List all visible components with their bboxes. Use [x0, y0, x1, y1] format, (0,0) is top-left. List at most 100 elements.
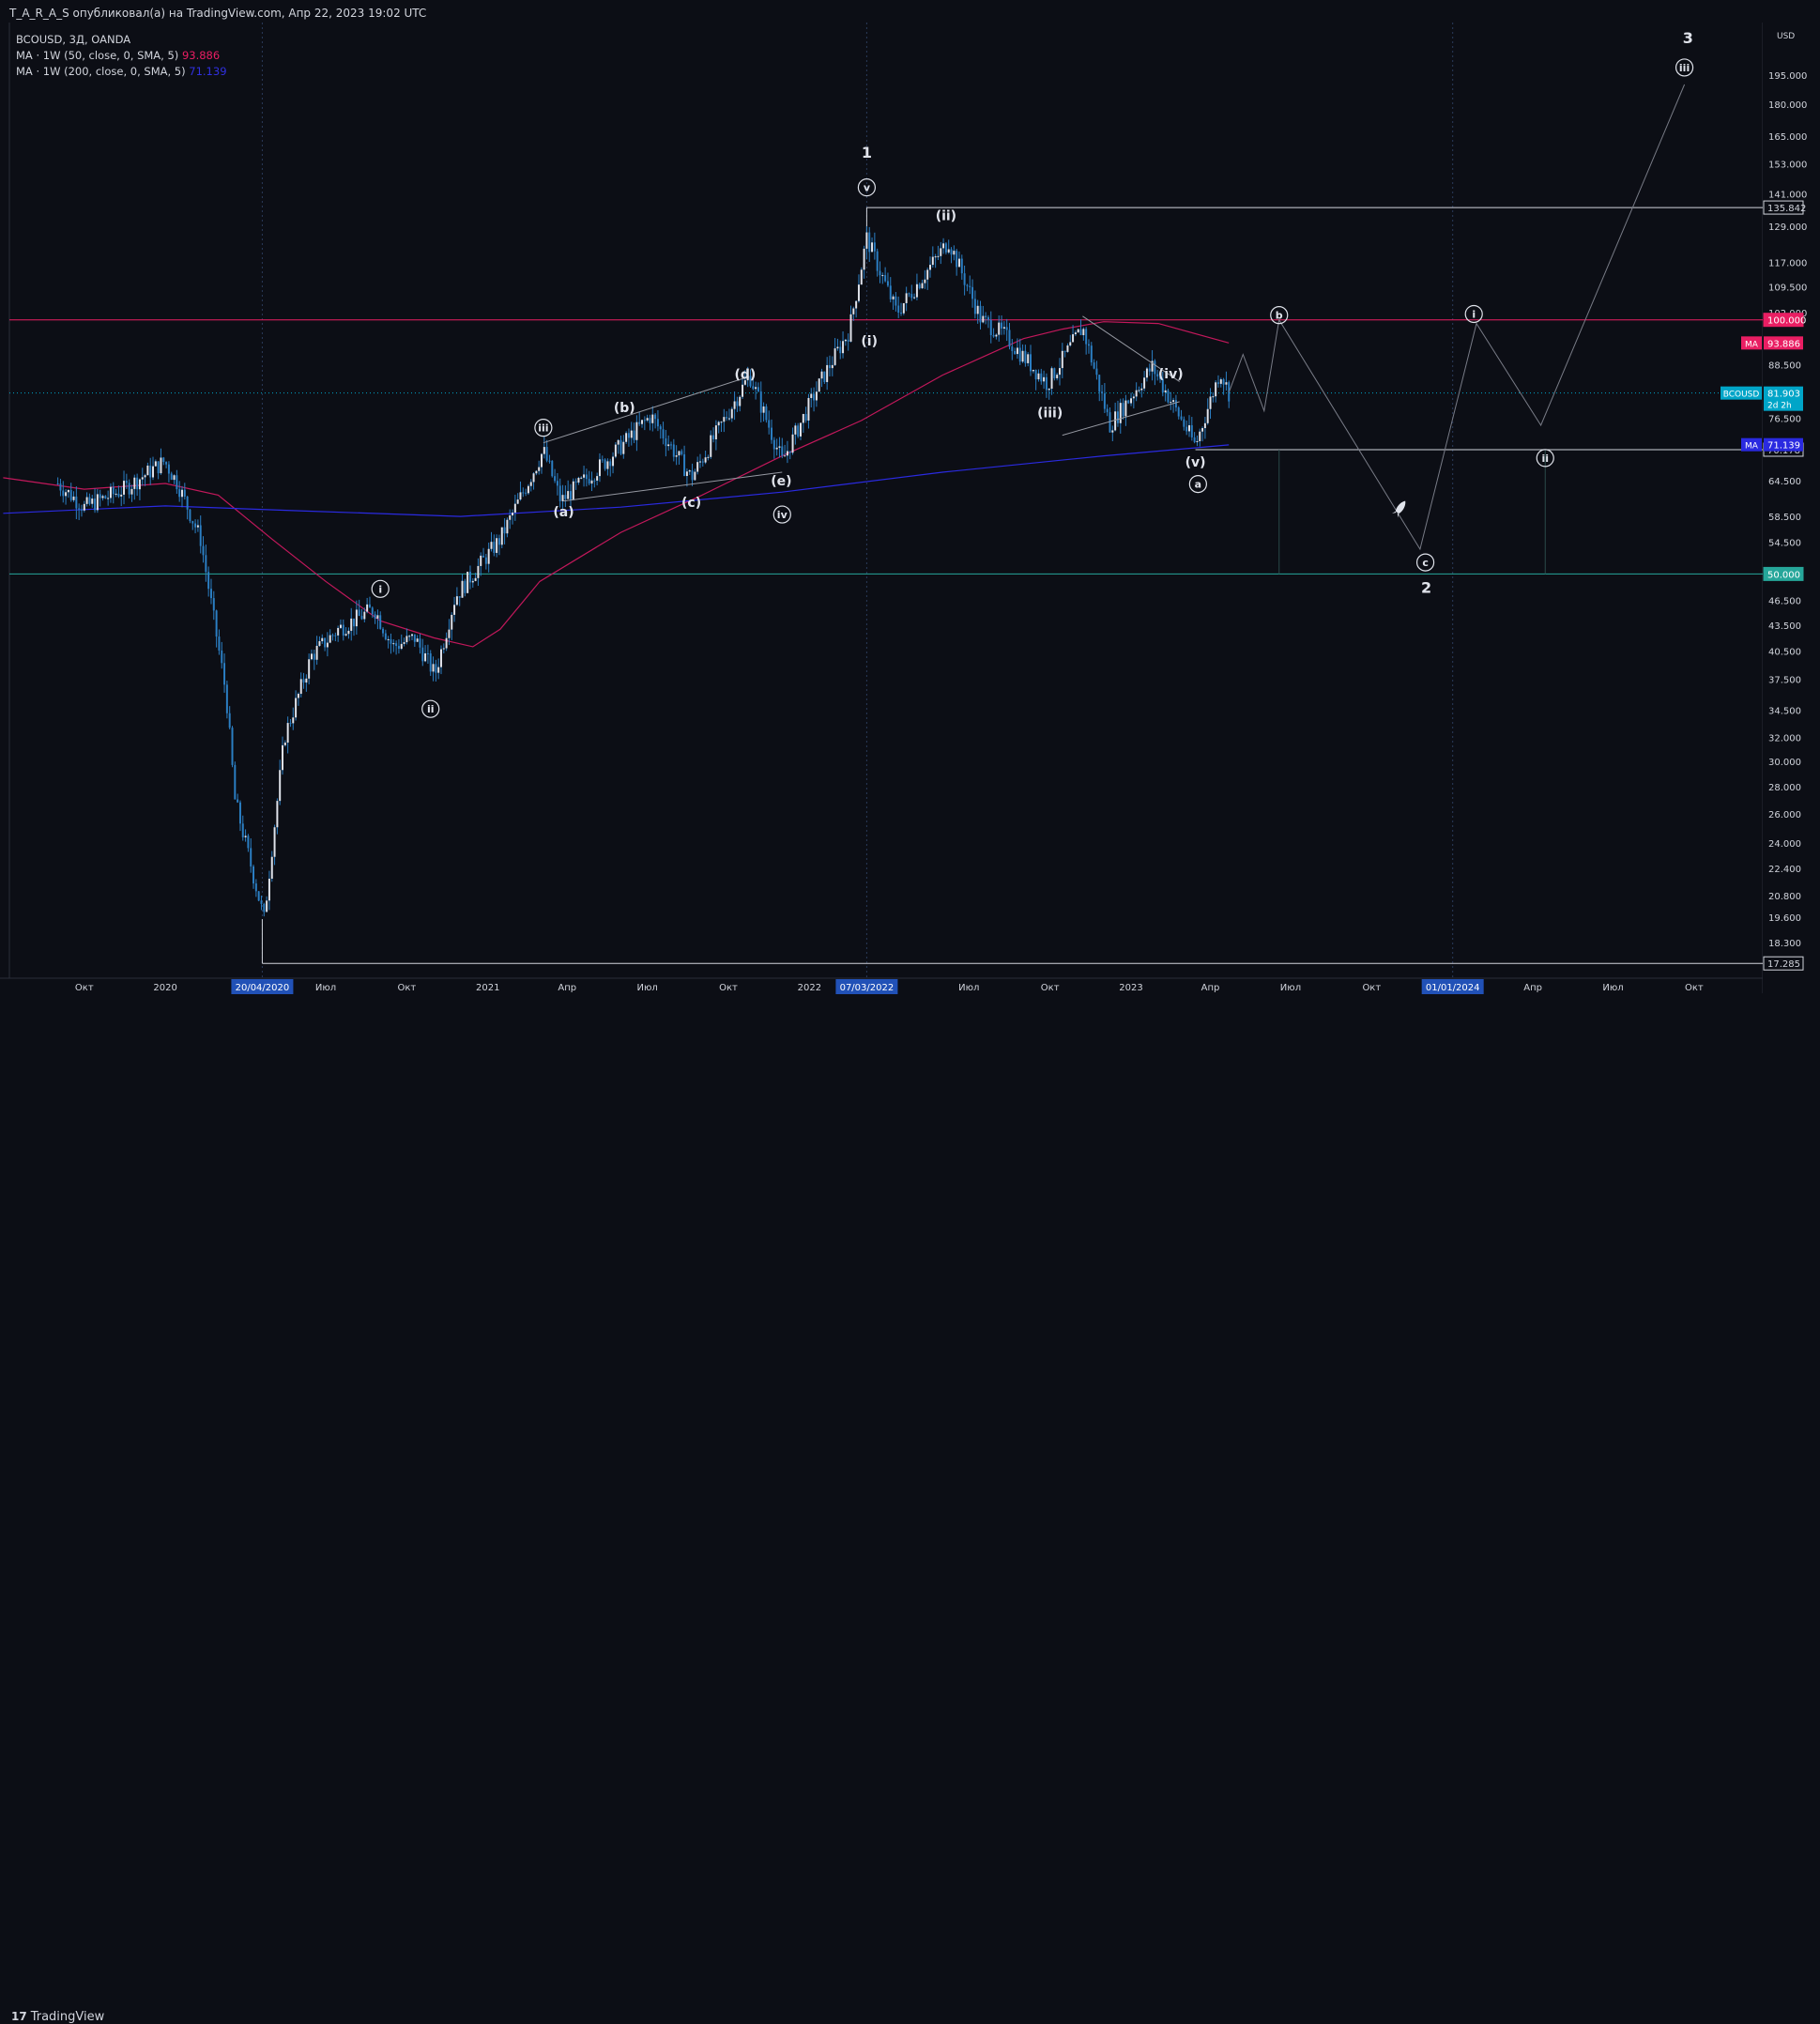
candle-body	[65, 492, 68, 497]
candle-body	[1079, 329, 1082, 336]
candle-body	[519, 492, 522, 500]
candle-body	[828, 364, 831, 369]
candle-body	[844, 339, 847, 342]
candle-body	[876, 251, 879, 271]
date-tag-box	[1421, 979, 1484, 994]
candle-body	[612, 456, 615, 467]
time-tick: Окт	[1362, 983, 1381, 993]
candle-body	[282, 744, 283, 771]
candle-body	[743, 380, 746, 385]
candle-body	[570, 491, 572, 500]
price-tag-countdown: 2d 2h	[1767, 402, 1792, 411]
candle-body	[630, 430, 633, 438]
ma200-label: MA · 1W (200, close, 0, SMA, 5)	[16, 65, 186, 78]
candle-body	[966, 284, 969, 286]
candle-body	[509, 515, 512, 520]
ma50-legend[interactable]: MA · 1W (50, close, 0, SMA, 5) 93.886	[16, 48, 227, 64]
candle-body	[781, 446, 784, 456]
level-tag-label: 135.842	[1767, 204, 1806, 214]
candle-body	[85, 497, 88, 504]
candle-body	[678, 451, 681, 456]
price-tick: 32.000	[1768, 734, 1801, 744]
candle-body	[944, 243, 947, 253]
candle-body	[366, 604, 369, 612]
candle-body	[490, 542, 493, 549]
candle-body	[717, 422, 720, 426]
candle-body	[535, 470, 538, 474]
candle-body	[149, 465, 152, 478]
wave-label: ii	[1541, 452, 1549, 465]
candle-body	[590, 480, 593, 484]
candle-body	[1034, 369, 1037, 380]
candle-body	[749, 376, 752, 387]
candle-body	[196, 525, 199, 528]
candle-body	[374, 614, 376, 619]
candle-body	[59, 483, 62, 491]
price-tag-name: BCOUSD	[1723, 391, 1760, 400]
candle-body	[99, 494, 101, 498]
candle-body	[583, 474, 586, 478]
candle-body	[1145, 368, 1148, 378]
price-tick: 88.500	[1768, 360, 1801, 371]
candle-body	[1216, 382, 1219, 384]
candle-body	[667, 444, 670, 447]
candle-body	[387, 638, 390, 640]
candle-body	[1170, 402, 1172, 404]
candle-body	[1180, 416, 1183, 420]
triangle-line	[543, 376, 747, 444]
candle-body	[56, 483, 59, 484]
candle-body	[440, 649, 442, 667]
candle-body	[157, 461, 160, 474]
candle-body	[413, 634, 416, 642]
candle-body	[231, 728, 234, 765]
level-tag-label: 17.285	[1767, 959, 1800, 970]
candle-body	[691, 470, 694, 481]
candle-body	[308, 659, 311, 679]
candle-body	[609, 461, 612, 467]
ma200-legend[interactable]: MA · 1W (200, close, 0, SMA, 5) 71.139	[16, 64, 227, 80]
candle-body	[1161, 378, 1164, 392]
candle-body	[101, 496, 104, 498]
candle-body	[302, 679, 305, 683]
candle-body	[321, 637, 324, 642]
candle-body	[1066, 345, 1069, 352]
price-tick: 43.500	[1768, 621, 1801, 632]
ma200-value: 71.139	[189, 65, 227, 78]
candle-body	[1156, 374, 1159, 377]
candle-body	[254, 883, 257, 892]
candle-body	[146, 465, 149, 476]
candle-body	[1093, 362, 1095, 369]
candle-body	[207, 572, 210, 590]
time-tick: Окт	[719, 983, 738, 993]
wave-circle	[1536, 449, 1554, 468]
wave-circle	[1675, 58, 1694, 77]
candle-body	[1190, 424, 1193, 437]
candle-body	[606, 461, 609, 469]
candle-body	[1043, 376, 1046, 382]
wave-circle	[857, 178, 877, 197]
candle-body	[1074, 332, 1077, 335]
candle-body	[252, 866, 255, 884]
candle-body	[202, 545, 205, 556]
candle-body	[574, 481, 577, 483]
currency-label: USD	[1777, 32, 1795, 41]
price-tag-value: 71.139	[1767, 441, 1800, 452]
candle-body	[698, 461, 701, 463]
candle-body	[889, 285, 892, 299]
candle-body	[1045, 376, 1048, 391]
candle-body	[541, 453, 543, 468]
symbol-line[interactable]: BCOUSD, 3Д, OANDA	[16, 33, 131, 46]
candle-body	[397, 646, 400, 650]
ma200-line	[3, 444, 1230, 517]
candle-body	[1005, 327, 1008, 330]
candle-body	[442, 648, 445, 650]
candle-body	[1040, 373, 1043, 382]
candle-body	[411, 634, 413, 636]
candle-body	[627, 433, 630, 438]
tradingview-brand[interactable]: 17 TradingView	[11, 2010, 104, 2024]
candle-body	[672, 444, 675, 457]
candle-body	[205, 555, 207, 573]
candle-body	[297, 694, 299, 698]
candle-body	[940, 248, 942, 256]
price-chart[interactable]: iiiiiiivv1(a)(b)(c)(d)(e)(i)(ii)(iii)(iv…	[0, 0, 1820, 1032]
